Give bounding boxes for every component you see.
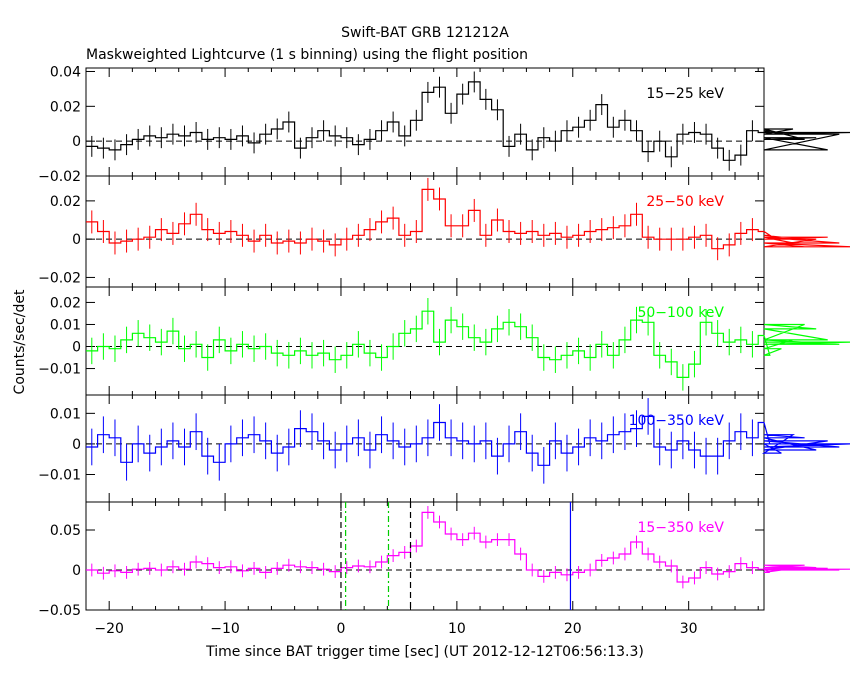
y-tick-label: 0.01 [50,406,81,422]
series-line [86,81,850,161]
panel-1: 0.02 0 −0.02 25−50 keV [38,175,850,288]
x-axis-label: Time since BAT trigger time [sec] (UT 20… [205,644,644,660]
chart-subtitle: Maskweighted Lightcurve (1 s binning) us… [86,47,528,63]
x-tick-label: −10 [210,621,240,637]
y-tick-label: 0.02 [50,99,81,115]
series-line [86,415,850,466]
y-tick-label: −0.01 [38,362,81,378]
band-label: 15−25 keV [646,86,724,102]
y-tick-label: 0 [72,563,81,579]
panel-frame [85,394,765,503]
x-tick-label: 30 [680,621,698,637]
y-tick-label: −0.02 [38,169,81,185]
series-line [86,511,850,583]
x-tick-label: 10 [448,621,466,637]
band-label: 15−350 keV [637,520,724,536]
y-tick-label: 0 [72,340,81,356]
series-line [86,310,850,378]
y-tick-label: 0 [72,232,81,248]
y-tick-label: 0.02 [50,295,81,311]
panel-frame [85,67,765,177]
panel-frame [85,501,765,611]
y-tick-label: 0.01 [50,317,81,333]
panel-2: 0.02 0.01 0 −0.01 50−100 keV [38,286,850,396]
y-tick-label: 0.02 [50,194,81,210]
series-line [86,188,850,250]
panel-0: 0.04 0.02 0 −0.02 15−25 keV [38,64,850,185]
x-tick-label: 20 [564,621,582,637]
y-tick-label: −0.05 [38,603,81,619]
y-tick-label: 0 [72,134,81,150]
x-tick-label: −20 [94,621,124,637]
y-tick-label: 0.05 [50,523,81,539]
y-tick-label: −0.02 [38,270,81,286]
panel-4: 0.05 0 −0.05 15−350 keV [38,501,850,619]
band-label: 25−50 keV [646,194,724,210]
y-axis-label: Counts/sec/det [12,289,28,394]
panel-3: 0.01 0 −0.01 100−350 keV [38,394,850,503]
x-tick-label: 0 [337,621,346,637]
chart-title: Swift-BAT GRB 121212A [341,25,509,41]
panel-frame [85,286,765,396]
band-label: 50−100 keV [637,305,724,321]
y-tick-label: 0 [72,437,81,453]
y-tick-label: 0.04 [50,64,81,80]
panel-frame [85,175,765,288]
y-tick-label: −0.01 [38,467,81,483]
band-label: 100−350 keV [629,413,725,429]
panels-group: 0.04 0.02 0 −0.02 15−25 keV 0.02 0 −0.02 25−50 k… [38,64,850,637]
